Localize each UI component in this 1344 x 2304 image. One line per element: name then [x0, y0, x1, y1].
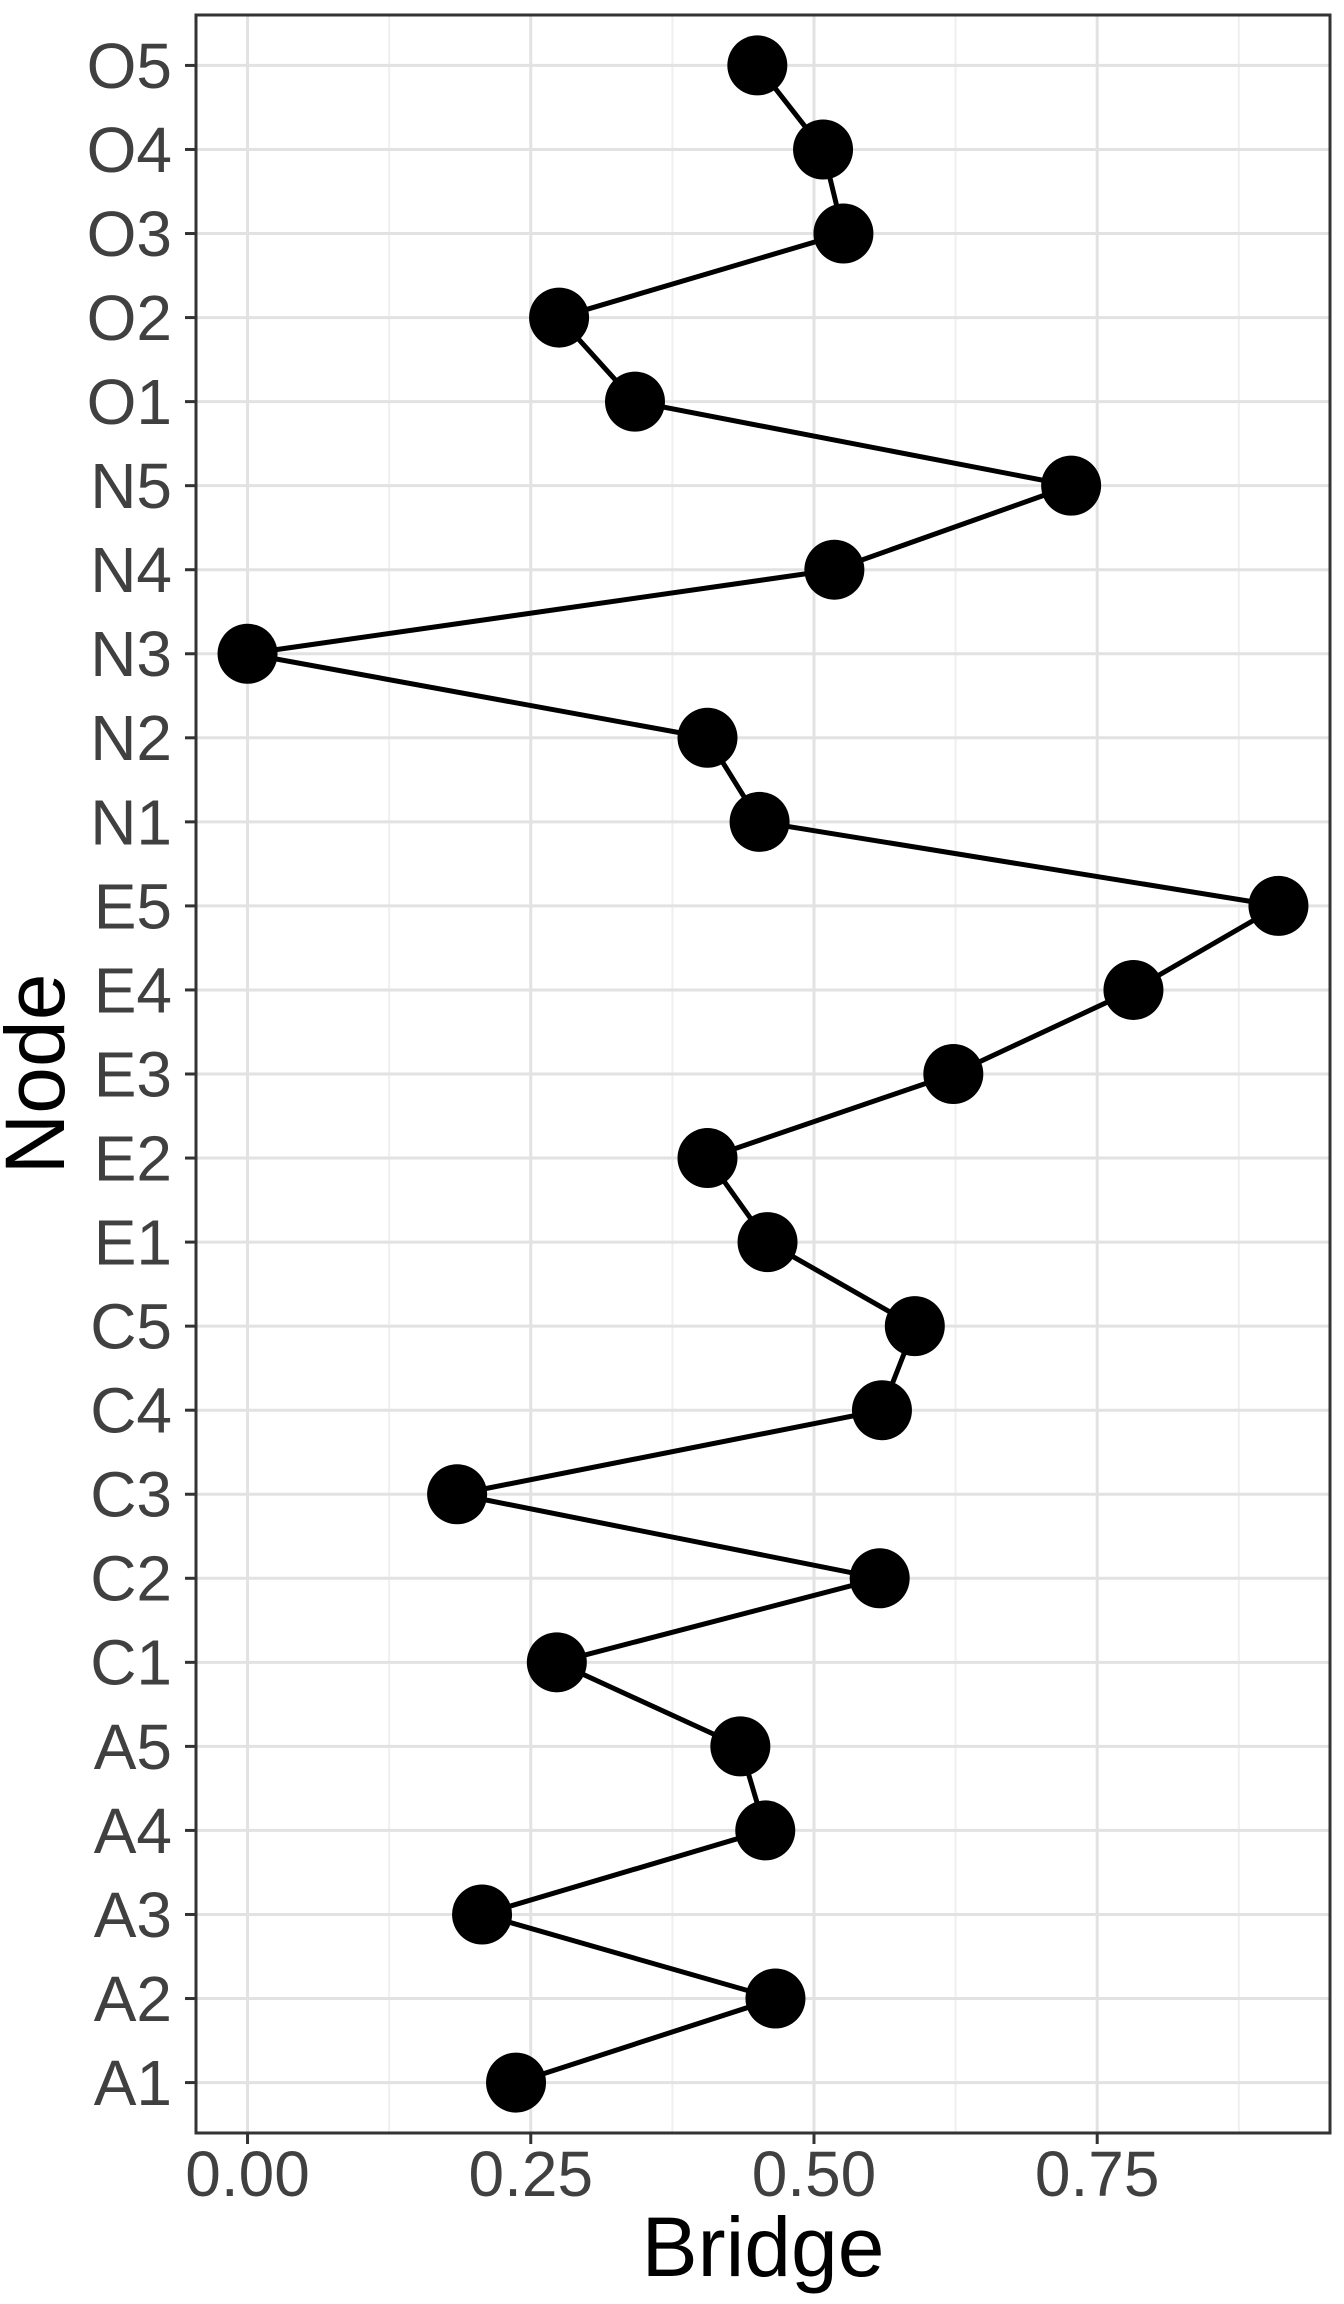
data-point-O4	[793, 119, 854, 180]
data-point-N3	[217, 623, 278, 684]
y-tick-label: E2	[94, 1122, 172, 1194]
data-point-N5	[1041, 455, 1102, 516]
y-tick-label: O3	[87, 198, 172, 270]
y-tick-label: O2	[87, 282, 172, 354]
data-point-A1	[486, 2052, 547, 2113]
y-tick-label: O4	[87, 114, 172, 186]
y-tick-label: C3	[90, 1459, 172, 1531]
y-tick-label: E4	[94, 954, 172, 1026]
data-point-E2	[677, 1128, 738, 1189]
data-point-O5	[727, 35, 788, 96]
y-tick-label: O5	[87, 30, 172, 102]
x-tick-label: 0.25	[468, 2138, 593, 2210]
y-tick-label: C4	[90, 1375, 172, 1447]
data-point-O2	[529, 287, 590, 348]
y-tick-label: E5	[94, 870, 172, 942]
x-axis-title: Bridge	[642, 2200, 885, 2294]
data-point-A5	[710, 1716, 771, 1777]
data-point-C2	[849, 1548, 910, 1609]
axis-tick-marks	[185, 63, 1099, 2144]
x-tick-label: 0.00	[185, 2138, 310, 2210]
data-point-N4	[804, 539, 865, 600]
axis-tick-labels: 0.00 0.25 0.50 0.75 O5 O4 O3 O2 O1 N5 N4 N3 N2 N1 E5 E4…	[87, 30, 1160, 2210]
y-tick-label: C2	[90, 1543, 172, 1615]
data-point-E3	[923, 1044, 984, 1104]
data-point-N2	[677, 707, 738, 768]
y-tick-label: C1	[90, 1627, 172, 1699]
data-point-C5	[884, 1296, 945, 1357]
y-tick-label: E3	[94, 1038, 172, 1110]
y-tick-label: A3	[94, 1879, 172, 1951]
data-point-C4	[851, 1380, 912, 1441]
data-point-A3	[452, 1884, 513, 1945]
data-point-A2	[745, 1968, 806, 2029]
y-tick-label: N3	[90, 618, 172, 690]
data-points	[217, 35, 1309, 2113]
y-axis-title: Node	[0, 974, 82, 1175]
y-tick-label: N1	[90, 786, 172, 858]
data-point-C3	[427, 1464, 488, 1525]
data-point-A4	[735, 1800, 796, 1861]
data-point-E1	[737, 1212, 798, 1273]
data-point-O3	[813, 203, 874, 264]
y-tick-label: A2	[94, 1963, 172, 2035]
x-tick-label: 0.75	[1035, 2138, 1160, 2210]
y-tick-label: A5	[94, 1711, 172, 1783]
y-tick-label: O1	[87, 366, 172, 438]
data-point-O1	[604, 371, 665, 432]
y-tick-label: N2	[90, 702, 172, 774]
x-tick-label: 0.50	[752, 2138, 877, 2210]
y-tick-label: C5	[90, 1291, 172, 1363]
data-point-E5	[1248, 875, 1309, 936]
y-tick-label: N5	[90, 450, 172, 522]
data-point-E4	[1103, 959, 1164, 1020]
y-tick-label: A1	[94, 2047, 172, 2119]
y-tick-label: E1	[94, 1206, 172, 1278]
data-point-N1	[729, 791, 790, 852]
y-tick-label: A4	[94, 1795, 172, 1867]
data-point-C1	[526, 1632, 587, 1693]
y-tick-label: N4	[90, 534, 172, 606]
